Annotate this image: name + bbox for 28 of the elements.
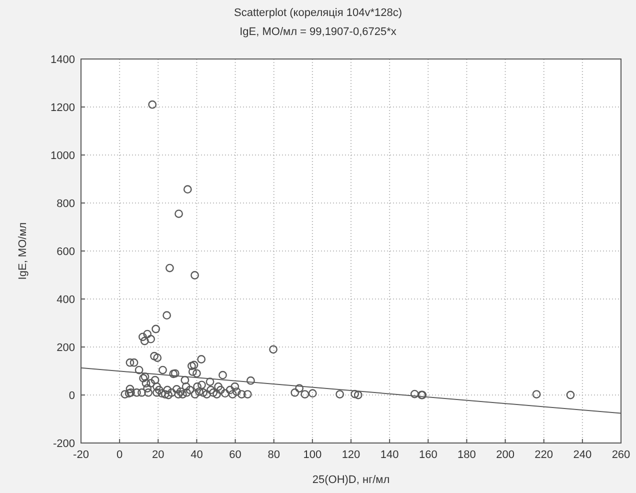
x-axis-title: 25(OH)D, нг/мл <box>312 474 390 486</box>
y-tick-label: 600 <box>56 246 75 258</box>
x-tick-label: 240 <box>573 449 592 461</box>
x-tick-label: 0 <box>116 449 123 461</box>
y-tick-label: 800 <box>56 198 75 210</box>
y-tick-label: 400 <box>56 294 75 306</box>
x-tick-label: 140 <box>380 449 399 461</box>
chart-subtitle: IgE, МО/мл = 99,1907-0,6725*x <box>240 26 397 38</box>
y-tick-label: 1000 <box>50 150 75 162</box>
y-tick-label: 1200 <box>50 102 75 114</box>
x-tick-label: 20 <box>152 449 164 461</box>
y-tick-label: 200 <box>56 342 75 354</box>
x-tick-label: 180 <box>458 449 476 461</box>
y-tick-label: -200 <box>52 438 75 450</box>
x-tick-label: 160 <box>418 449 438 461</box>
x-tick-label: 100 <box>303 449 322 461</box>
y-tick-label: 0 <box>68 390 75 402</box>
x-tick-label: 60 <box>229 449 242 461</box>
y-axis-title: IgE, МО/мл <box>17 222 29 280</box>
x-tick-label: -20 <box>73 449 89 461</box>
x-tick-label: 80 <box>268 449 280 461</box>
x-tick-label: 220 <box>534 449 554 461</box>
x-tick-label: 120 <box>342 449 360 461</box>
y-tick-label: 1400 <box>50 54 75 66</box>
x-tick-label: 260 <box>612 449 630 461</box>
chart-title: Scatterplot (кореляція 104v*128c) <box>234 7 402 19</box>
x-tick-label: 200 <box>496 449 514 461</box>
x-tick-label: 40 <box>190 449 203 461</box>
